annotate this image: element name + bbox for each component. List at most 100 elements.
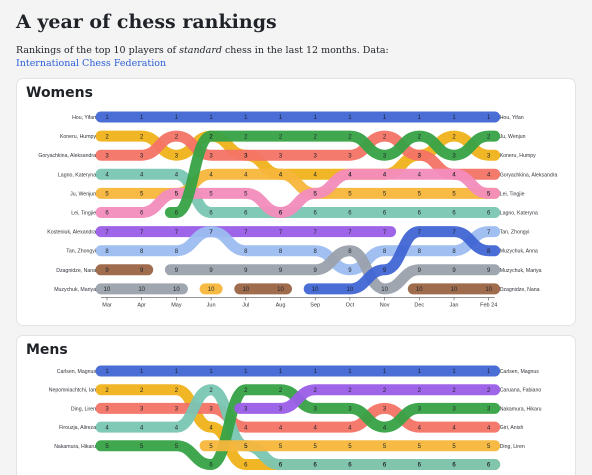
rank-label: 1	[487, 369, 491, 375]
rank-label: 5	[105, 192, 109, 198]
rank-label: 5	[348, 444, 352, 450]
womens-chart-title: Womens	[26, 85, 93, 101]
player-label-left: Muzychuk, Mariya	[54, 287, 96, 293]
rank-label: 6	[244, 211, 248, 217]
player-label-right: Dzagnidze, Nana	[500, 287, 540, 293]
rank-label: 9	[279, 268, 283, 274]
rank-label: 6	[105, 211, 109, 217]
rank-label: 2	[105, 134, 109, 140]
rank-label: 3	[279, 407, 283, 413]
x-tick-label: Jul	[242, 302, 249, 308]
player-label-left: Nepomniachtchi, Ian	[49, 388, 96, 394]
rank-label: 9	[209, 268, 213, 274]
player-label-right: Ding, Liren	[500, 444, 525, 450]
rank-label: 1	[279, 115, 283, 121]
rank-label: 5	[452, 192, 456, 198]
rank-label: 6	[140, 211, 144, 217]
rank-label: 5	[175, 444, 179, 450]
rank-label: 5	[105, 444, 109, 450]
player-label-left: Kosteniuk, Alexandra	[47, 230, 96, 236]
player-label-left: Goryachkina, Aleksandra	[38, 153, 96, 159]
rank-label: 4	[244, 173, 248, 179]
rank-label: 1	[383, 115, 387, 121]
rank-label: 4	[175, 425, 179, 431]
rank-label: 5	[383, 192, 387, 198]
rank-label: 9	[418, 268, 422, 274]
rank-label: 6	[175, 211, 179, 217]
player-label-right: Muzychuk, Mariya	[500, 268, 542, 274]
rank-label: 4	[452, 425, 456, 431]
player-label-left: Lagno, Kateryna	[58, 172, 96, 178]
rank-label: 1	[418, 115, 422, 121]
rank-label: 2	[452, 388, 456, 394]
rank-label: 2	[279, 134, 283, 140]
rank-label: 4	[383, 173, 387, 179]
player-label-left: Carlsen, Magnus	[57, 369, 97, 375]
rank-label: 8	[279, 249, 283, 255]
rank-label: 9	[452, 268, 456, 274]
rank-label: 3	[105, 407, 109, 413]
rank-label: 1	[314, 369, 318, 375]
series-line-10	[95, 264, 501, 295]
rank-label: 3	[244, 153, 248, 159]
rank-label: 6	[487, 211, 491, 217]
rank-label: 4	[279, 173, 283, 179]
x-tick-label: Aug	[276, 302, 286, 308]
rank-label: 6	[314, 211, 318, 217]
rank-label: 7	[140, 230, 144, 236]
rank-label: 4	[383, 173, 387, 179]
player-label-right: Muzychuk, Anna	[500, 249, 538, 255]
rank-label: 6	[383, 211, 387, 217]
rank-label: 2	[175, 134, 179, 140]
rank-label: 8	[487, 249, 491, 255]
rank-label: 7	[244, 230, 248, 236]
rank-label: 1	[418, 369, 422, 375]
rank-labels: 1 1 1 1 1 1 1 1 1 1 1 12 2 246 6 6 6 6 6 6 63 3 3 34 4 4 434 4 44 4 42…	[105, 369, 491, 469]
series-lines	[95, 111, 501, 295]
rank-label: 7	[279, 230, 283, 236]
rank-label: 3	[487, 153, 491, 159]
rank-label: 10	[312, 287, 319, 293]
rank-label: 1	[487, 115, 491, 121]
rank-label: 4	[244, 425, 248, 431]
rank-label: 7	[175, 230, 179, 236]
player-label-right: Giri, Anish	[500, 425, 524, 431]
rank-label: 5	[244, 444, 248, 450]
rank-label: 4	[209, 425, 213, 431]
rank-label: 2	[209, 134, 213, 140]
rank-label: 9	[244, 268, 248, 274]
rank-label: 9	[487, 268, 491, 274]
rank-label: 5	[314, 444, 318, 450]
rank-label: 1	[140, 369, 144, 375]
player-label-right: Hou, Yifan	[500, 115, 524, 121]
rank-label: 8	[314, 249, 318, 255]
rank-label: 5	[452, 444, 456, 450]
player-label-left: Tan, Zhongyi	[66, 249, 96, 255]
rank-label: 3	[175, 407, 179, 413]
rank-label: 1	[175, 115, 179, 121]
rank-label: 2	[244, 388, 248, 394]
rank-label: 5	[348, 192, 352, 198]
rank-label: 7	[383, 230, 387, 236]
rank-label: 2	[314, 388, 318, 394]
rank-label: 3	[209, 153, 213, 159]
mens-chart-title: Mens	[26, 342, 68, 358]
rank-label: 1	[209, 369, 213, 375]
rank-label: 3	[105, 153, 109, 159]
rank-label: 1	[314, 115, 318, 121]
rank-label: 2	[383, 388, 387, 394]
rank-label: 2	[383, 134, 387, 140]
rank-label: 5	[487, 192, 491, 198]
x-tick-label: Feb 24	[480, 302, 497, 308]
rank-label: 2	[314, 134, 318, 140]
source-link[interactable]: International Chess Federation	[16, 58, 167, 69]
rank-label: 4	[105, 173, 109, 179]
rank-label: 1	[244, 115, 248, 121]
rank-label: 5	[140, 444, 144, 450]
rank-label: 9	[314, 268, 318, 274]
rank-label: 3	[279, 153, 283, 159]
rank-label: 8	[348, 249, 352, 255]
page-subtitle: Rankings of the top 10 players of standa…	[16, 44, 476, 70]
rank-label: 3	[383, 407, 387, 413]
rank-label: 4	[487, 173, 491, 179]
